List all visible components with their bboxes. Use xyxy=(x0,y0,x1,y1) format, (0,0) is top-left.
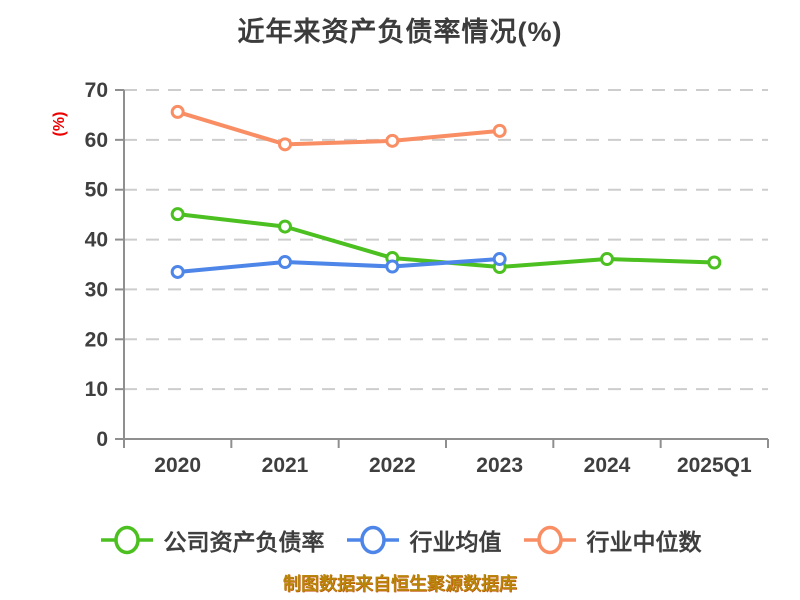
legend-label: 行业中位数 xyxy=(586,529,702,555)
legend-ellipse xyxy=(536,525,563,555)
chart-legend: 公司资产负债率 行业均值 行业中位数 xyxy=(0,520,800,560)
company-debt-ratio-marker xyxy=(278,219,292,234)
industry-average-marker xyxy=(385,259,400,274)
x-tick-label: 2025Q1 xyxy=(677,454,752,477)
industry-median-marker xyxy=(385,133,400,148)
legend-marker-icon xyxy=(346,525,399,555)
y-tick-label: 40 xyxy=(85,229,108,252)
y-tick-label: 60 xyxy=(85,129,108,152)
x-tick-label: 2023 xyxy=(476,454,523,477)
x-tick-label: 2020 xyxy=(154,454,201,477)
legend-item-industry-median: 行业中位数 xyxy=(522,523,702,557)
y-tick-label: 0 xyxy=(96,428,108,451)
chart-footer: 制图数据来自恒生聚源数据库 xyxy=(283,574,517,594)
x-tick-label: 2022 xyxy=(369,454,416,477)
legend-label: 公司资产负债率 xyxy=(163,529,325,555)
chart-title: 近年来资产负债率情况(%) xyxy=(237,17,563,47)
legend-marker-icon xyxy=(523,525,576,555)
y-tick-label: 30 xyxy=(85,278,108,301)
y-tick-label: 10 xyxy=(85,378,108,401)
y-tick-label: 70 xyxy=(85,79,108,102)
industry-average-marker xyxy=(170,264,185,279)
company-debt-ratio-marker xyxy=(707,255,722,270)
y-tick-label: 20 xyxy=(85,328,108,351)
legend-ellipse xyxy=(359,525,386,555)
industry-median-marker xyxy=(170,104,185,119)
industry-median-line xyxy=(175,109,502,147)
industry-median-marker xyxy=(492,123,507,138)
legend-item-industry-average: 行业均值 xyxy=(345,523,502,557)
line-chart: 0 10 20 30 40 50 60 70 2020 2021 2022 2023 2024 2025Q… xyxy=(85,79,769,477)
legend-marker-icon xyxy=(100,525,153,555)
industry-average-marker xyxy=(492,252,507,267)
y-tick-label: 50 xyxy=(85,179,108,202)
industry-average-marker xyxy=(278,255,292,270)
x-tick-label: 2024 xyxy=(584,454,631,477)
legend-ellipse xyxy=(113,525,140,555)
company-debt-ratio-marker xyxy=(600,252,614,267)
company-debt-ratio-marker xyxy=(170,207,185,222)
legend-label: 行业均值 xyxy=(409,529,502,555)
x-tick-label: 2021 xyxy=(262,454,309,477)
industry-median-marker xyxy=(278,137,292,152)
industry-average-line xyxy=(175,257,502,274)
legend-item-company-debt-ratio: 公司资产负债率 xyxy=(99,523,325,557)
